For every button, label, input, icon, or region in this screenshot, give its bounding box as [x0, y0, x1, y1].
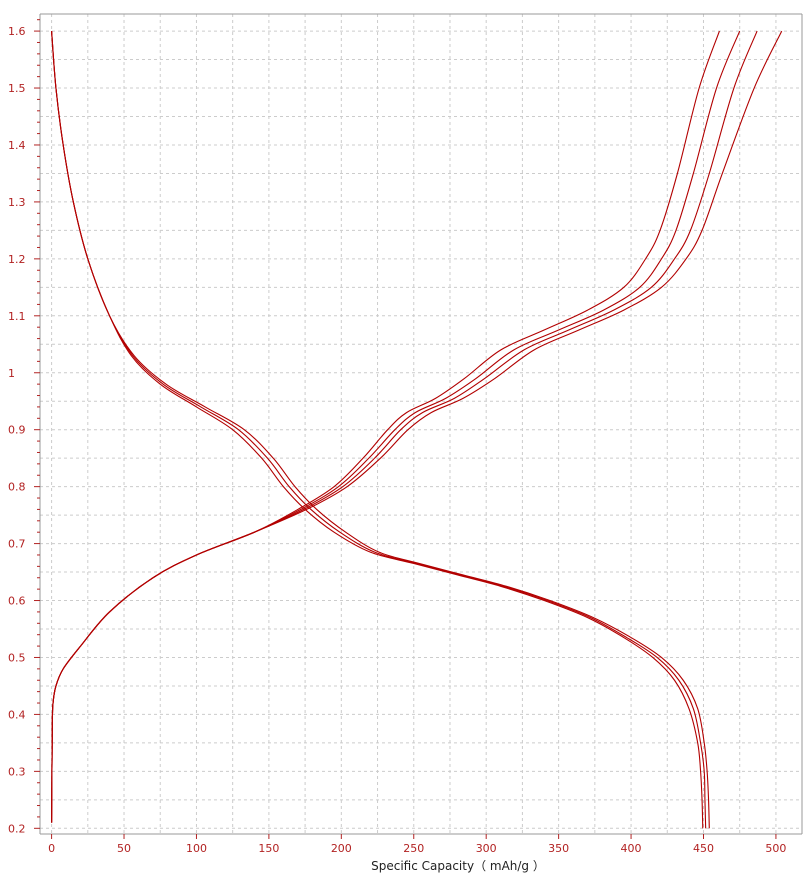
x-tick-label: 300	[476, 842, 497, 855]
y-tick-label: 1.6	[8, 25, 26, 38]
x-axis-title: Specific Capacity（ mAh/g ）	[371, 859, 545, 873]
y-tick-label: 1	[8, 367, 15, 380]
axes-layer	[34, 13, 803, 839]
y-tick-label: 1.1	[8, 310, 26, 323]
series-line-7	[51, 30, 783, 823]
tick-labels-layer: 0.2 0.3 0.4 0.5 0.6 0.7 0.8 0.9 1 1.1 1.2 1.3 1.4 1.5…	[8, 25, 786, 855]
y-tick-label: 1.4	[8, 139, 26, 152]
series-line-3	[51, 31, 710, 829]
y-tick-label: 1.2	[8, 253, 26, 266]
x-tick-label: 500	[765, 842, 786, 855]
x-tick-label: 100	[186, 842, 207, 855]
x-tick-label: 250	[403, 842, 424, 855]
y-tick-label: 1.3	[8, 196, 26, 209]
y-tick-label: 0.2	[8, 822, 26, 835]
y-tick-label: 0.5	[8, 651, 26, 664]
y-tick-label: 0.4	[8, 708, 26, 721]
y-tick-label: 0.6	[8, 595, 26, 608]
x-tick-label: 450	[693, 842, 714, 855]
x-tick-label: 0	[48, 842, 55, 855]
x-tick-label: 150	[258, 842, 279, 855]
series-layer	[51, 30, 783, 829]
series-line-6	[51, 30, 758, 823]
x-tick-label: 350	[548, 842, 569, 855]
y-tick-label: 0.7	[8, 538, 26, 551]
grid-layer	[40, 14, 802, 834]
x-tick-label: 200	[331, 842, 352, 855]
y-tick-label: 1.5	[8, 82, 26, 95]
y-tick-label: 0.9	[8, 424, 26, 437]
x-tick-label: 400	[621, 842, 642, 855]
series-line-4	[51, 30, 720, 823]
x-tick-label: 50	[117, 842, 131, 855]
y-tick-label: 0.3	[8, 765, 26, 778]
y-tick-label: 0.8	[8, 481, 26, 494]
series-line-5	[51, 30, 741, 823]
